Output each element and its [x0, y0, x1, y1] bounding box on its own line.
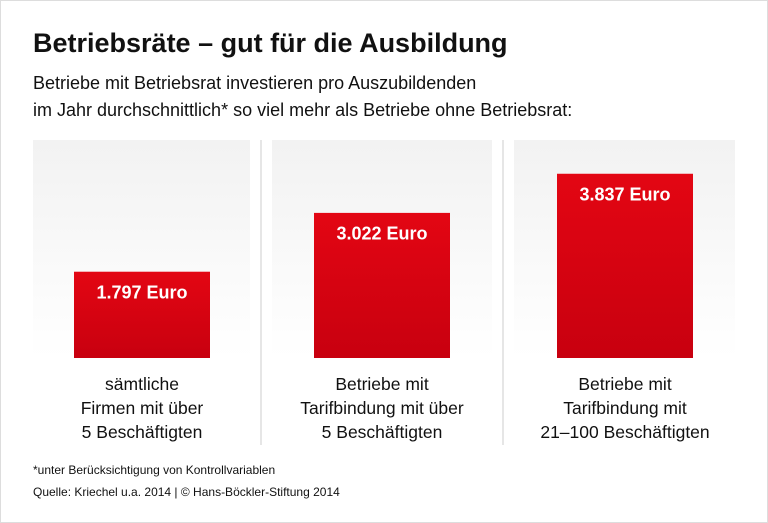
value-label: 3.022 Euro — [336, 224, 427, 244]
category-label: Betriebe mit Tarifbindung mit über 5 Bes… — [300, 374, 464, 442]
title: Betriebsräte – gut für die Ausbildung — [33, 28, 508, 58]
category-label: Betriebe mit Tarifbindung mit 21–100 Bes… — [540, 374, 710, 442]
bar — [557, 173, 693, 358]
bar — [314, 212, 450, 358]
footnote: *unter Berücksichtigung von Kontrollvari… — [33, 463, 276, 477]
bar — [74, 271, 210, 358]
category-label: sämtliche Firmen mit über 5 Beschäftigte… — [80, 374, 204, 442]
subtitle: Betriebe mit Betriebsrat investieren pro… — [33, 73, 573, 120]
value-label: 1.797 Euro — [96, 282, 187, 302]
source: Quelle: Kriechel u.a. 2014 | © Hans-Böck… — [33, 485, 340, 499]
value-label: 3.837 Euro — [579, 185, 670, 205]
